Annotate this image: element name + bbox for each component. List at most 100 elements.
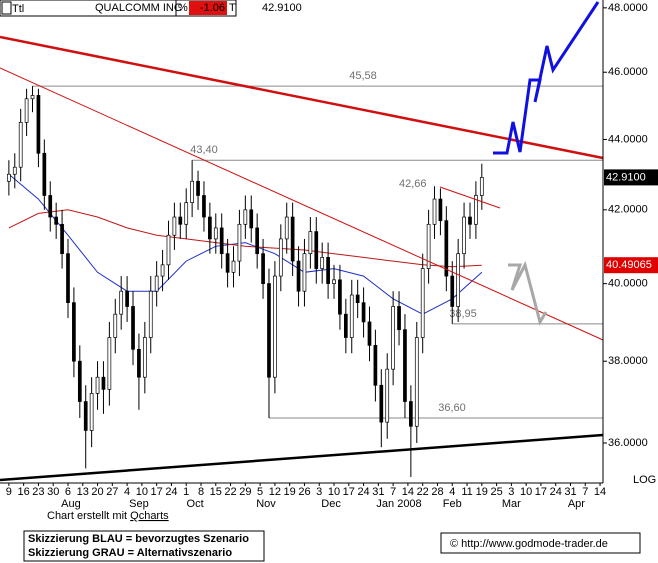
candle-body [314,231,319,269]
credit: Chart erstellt mit Qcharts [47,510,169,522]
x-tick-label: 14 [594,486,606,498]
y-tick-label: 40.0000 [608,278,648,290]
candle-body [290,216,295,262]
candle-body [24,98,29,123]
candle-body [148,290,153,338]
x-tick-label: 31 [372,486,384,498]
x-tick-label: 24 [357,486,369,498]
candle-body [166,234,171,266]
candle-body [178,216,183,225]
level-label: 43,40 [190,144,218,156]
candle-body [379,384,384,423]
x-tick-label: 19 [476,486,488,498]
x-tick-label: 10 [136,486,148,498]
y-tick-label: 44.0000 [608,133,648,145]
x-tick-label: 17 [343,486,355,498]
candle-body [196,180,200,196]
month-label: Sep [129,498,149,510]
x-tick-label: 15 [210,486,222,498]
credit-prefix: Chart erstellt mit [47,510,127,522]
level-label: 45,58 [349,70,377,82]
candle-body [7,173,11,182]
candle-body [414,337,419,427]
header-t: T [229,2,236,14]
x-tick-label: 9 [6,486,12,498]
candle-body [479,177,484,196]
candle-body [474,195,478,225]
candle-body [172,216,177,236]
candle-body [273,275,277,378]
candle-body [154,275,159,292]
level-label: 38,95 [449,308,477,320]
candle-body [462,216,466,255]
candle-body [101,376,106,390]
x-tick-label: 20 [91,486,103,498]
candle-body [391,306,395,370]
price-tag [604,257,658,274]
candle-body [219,227,224,255]
candle-body [403,329,407,402]
x-tick-label: 24 [165,486,177,498]
candle-body [444,220,449,277]
legend-box: Skizzierung BLAU = bevorzugtes Szenario … [23,530,265,562]
candle-body [60,223,64,255]
point-label: 42,66 [399,178,427,190]
candle-body [308,231,313,255]
candle-body [231,260,236,273]
candle-body [83,401,88,431]
x-tick-label: 24 [550,486,562,498]
candle-body [267,283,271,378]
candle-body [385,368,390,423]
price-tag-label: 40.49065 [606,259,652,271]
y-tick-label: 36.0000 [608,437,648,449]
candle-body [36,95,41,154]
y-tick-label: 48.0000 [608,2,648,14]
candle-body [202,195,206,218]
candle-body [131,306,135,350]
trendline [0,35,604,160]
month-label: Oct [187,498,204,510]
x-tick-label: 30 [47,486,59,498]
candle-body [261,253,265,284]
copyright[interactable]: © http://www.godmode-trader.de [450,538,608,550]
header-icon [1,1,12,15]
x-tick-label: 1 [183,486,189,498]
copyright-frame [440,532,641,554]
candle-body [361,302,366,323]
trendline [439,186,501,209]
candle-body [255,227,260,255]
candle-body [355,294,360,303]
candle-body [432,198,437,225]
candle-body [48,195,53,218]
month-label: Apr [568,498,585,510]
x-tick-label: 14 [402,486,414,498]
moving-average [8,209,482,268]
x-tick-label: 10 [520,486,532,498]
legend-line: Skizzierung GRAU = Alternativszenario [28,547,232,559]
price-tag-label: 42.9100 [606,171,646,183]
candle-body [349,294,354,338]
y-tick-label: 42.0000 [608,204,648,216]
credit-link[interactable]: Qcharts [130,510,169,522]
month-label: Aug [61,498,81,510]
x-tick-label: 31 [564,486,576,498]
y-tick-label: 46.0000 [608,66,648,78]
header-box [0,0,237,17]
candle-body [332,279,336,284]
candle-body [119,290,124,315]
candle-body [338,279,342,315]
candle-body [397,306,401,331]
x-tick-label: 16 [18,486,30,498]
header: Ttl QUALCOMM INC % -1.06 T 42.9100 [0,0,302,17]
x-tick-label: 5 [257,486,263,498]
moving-average [8,173,483,315]
candle-body [125,290,129,307]
legend-line: Skizzierung BLAU = bevorzugtes Szenario [28,533,249,545]
candle-body [243,209,248,225]
x-tick-label: 10 [328,486,340,498]
x-tick-label: 23 [32,486,44,498]
x-tick-label: 22 [224,486,236,498]
header-symbol: Ttl [12,3,24,15]
